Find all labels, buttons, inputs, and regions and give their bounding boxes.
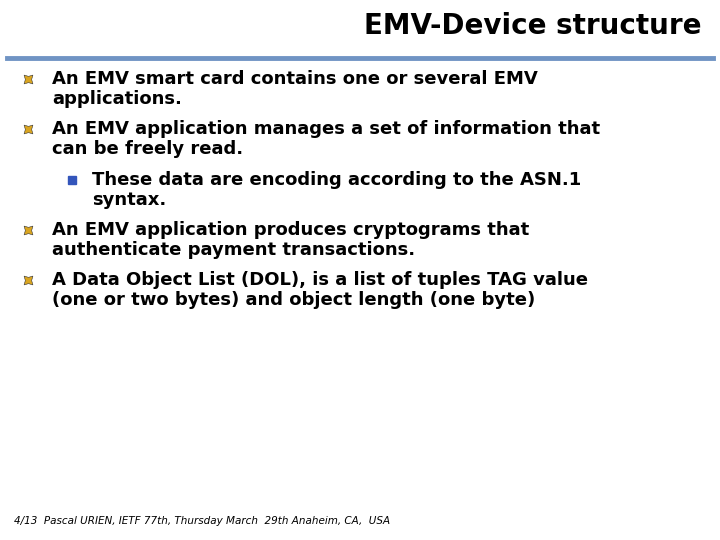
Text: These data are encoding according to the ASN.1: These data are encoding according to the… [92, 171, 581, 188]
Text: An EMV application produces cryptograms that: An EMV application produces cryptograms … [52, 221, 529, 239]
Text: EMV-Device structure: EMV-Device structure [364, 12, 702, 40]
Text: (one or two bytes) and object length (one byte): (one or two bytes) and object length (on… [52, 292, 535, 309]
Text: authenticate payment transactions.: authenticate payment transactions. [52, 241, 415, 259]
Text: An EMV smart card contains one or several EMV: An EMV smart card contains one or severa… [52, 70, 538, 88]
Text: 4/13  Pascal URIEN, IETF 77th, Thursday March  29th Anaheim, CA,  USA: 4/13 Pascal URIEN, IETF 77th, Thursday M… [14, 516, 390, 526]
Text: An EMV application manages a set of information that: An EMV application manages a set of info… [52, 120, 600, 138]
Text: can be freely read.: can be freely read. [52, 140, 243, 158]
Text: A Data Object List (DOL), is a list of tuples TAG value: A Data Object List (DOL), is a list of t… [52, 271, 588, 289]
Text: syntax.: syntax. [92, 191, 166, 209]
Text: applications.: applications. [52, 90, 182, 108]
